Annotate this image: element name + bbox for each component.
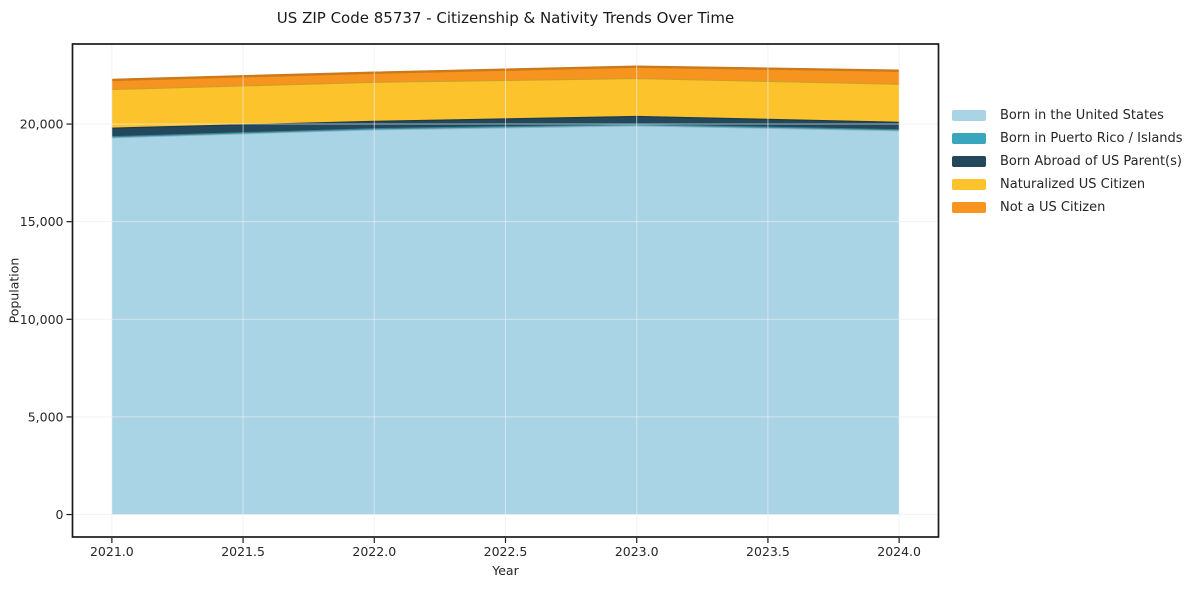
legend-item: Born in Puerto Rico / Islands bbox=[952, 127, 1183, 150]
x-tick-label: 2022.5 bbox=[484, 544, 528, 559]
y-tick-label: 10,000 bbox=[20, 312, 64, 327]
legend-swatch bbox=[952, 202, 986, 213]
x-axis-label: Year bbox=[492, 563, 519, 578]
legend-label: Born in the United States bbox=[1000, 108, 1164, 123]
chart-title: US ZIP Code 85737 - Citizenship & Nativi… bbox=[276, 9, 735, 27]
y-tick-label: 5,000 bbox=[28, 409, 64, 424]
legend-swatch bbox=[952, 110, 986, 121]
x-tick-label: 2022.0 bbox=[352, 544, 396, 559]
legend-swatch bbox=[952, 179, 986, 190]
legend-item: Born in the United States bbox=[952, 104, 1183, 127]
y-tick-label: 15,000 bbox=[20, 214, 64, 229]
x-tick-label: 2024.0 bbox=[877, 544, 921, 559]
legend-swatch bbox=[952, 133, 986, 144]
legend-label: Naturalized US Citizen bbox=[1000, 177, 1146, 192]
y-tick-label: 20,000 bbox=[20, 117, 64, 132]
legend-item: Born Abroad of US Parent(s) bbox=[952, 150, 1183, 173]
legend-label: Born in Puerto Rico / Islands bbox=[1000, 131, 1183, 146]
legend-swatch bbox=[952, 156, 986, 167]
legend-item: Naturalized US Citizen bbox=[952, 173, 1183, 196]
x-tick-label: 2023.5 bbox=[746, 544, 790, 559]
x-tick-label: 2023.0 bbox=[615, 544, 659, 559]
axes-spines bbox=[71, 43, 940, 538]
y-tick-label: 0 bbox=[56, 507, 64, 522]
x-tick-label: 2021.0 bbox=[90, 544, 134, 559]
legend-label: Born Abroad of US Parent(s) bbox=[1000, 154, 1182, 169]
x-tick-label: 2021.5 bbox=[221, 544, 265, 559]
y-axis-label: Population bbox=[6, 257, 22, 324]
legend: Born in the United States Born in Puerto … bbox=[952, 104, 1183, 219]
legend-label: Not a US Citizen bbox=[1000, 200, 1106, 215]
legend-item: Not a US Citizen bbox=[952, 196, 1183, 219]
